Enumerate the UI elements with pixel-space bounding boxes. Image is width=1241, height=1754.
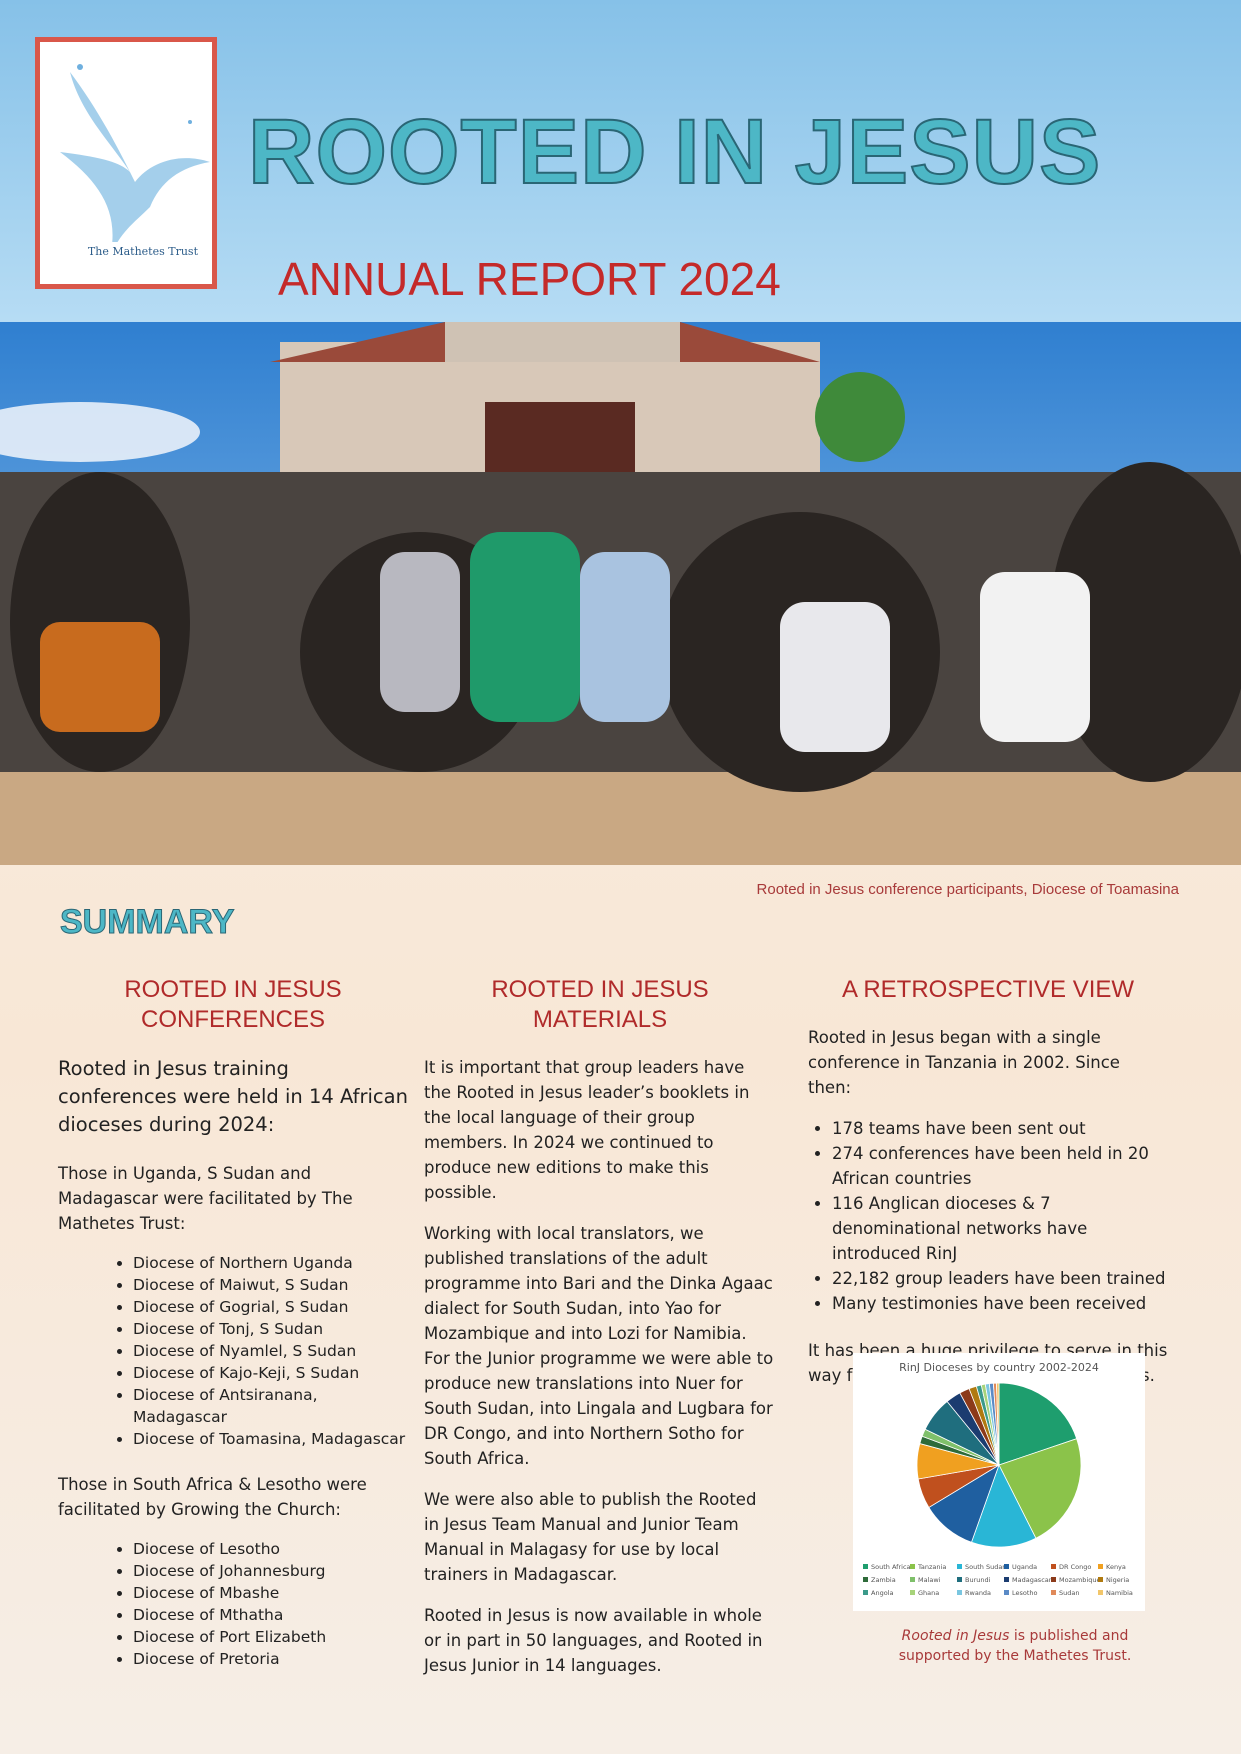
logo-caption: The Mathetes Trust bbox=[87, 245, 198, 258]
paragraph: We were also able to publish the Rooted … bbox=[424, 1490, 757, 1584]
legend-swatch bbox=[1098, 1577, 1103, 1582]
legend-label: Kenya bbox=[1106, 1563, 1126, 1571]
column-heading: A RETROSPECTIVE VIEW bbox=[841, 976, 1135, 1003]
dove-icon bbox=[60, 64, 210, 257]
legend-swatch bbox=[863, 1564, 868, 1569]
legend-label: Lesotho bbox=[1012, 1589, 1038, 1597]
legend-swatch bbox=[863, 1590, 868, 1595]
paragraph: Rooted in Jesus is now available in whol… bbox=[424, 1606, 763, 1675]
summary-heading: SUMMARY bbox=[59, 903, 235, 942]
list: 178 teams have been sent out274 conferen… bbox=[808, 1116, 1168, 1316]
list-item: Diocese of Mbashe bbox=[133, 1582, 408, 1604]
list-item: 116 Anglican dioceses & 7 denominational… bbox=[832, 1191, 1168, 1266]
legend-label: South Sudan bbox=[965, 1563, 1006, 1571]
pie-slice bbox=[998, 1438, 1082, 1539]
paragraph: Rooted in Jesus training conferences wer… bbox=[58, 1057, 408, 1136]
list-item: 274 conferences have been held in 20 Afr… bbox=[832, 1141, 1168, 1191]
list-item: Diocese of Port Elizabeth bbox=[133, 1626, 408, 1648]
list-item: Diocese of Johannesburg bbox=[133, 1560, 408, 1582]
list-item: 22,182 group leaders have been trained bbox=[832, 1266, 1168, 1291]
paragraph: It is important that group leaders have … bbox=[424, 1058, 750, 1202]
legend-swatch bbox=[910, 1577, 915, 1582]
pie-slice bbox=[996, 1382, 1000, 1466]
legend-swatch bbox=[910, 1564, 915, 1569]
column-heading: ROOTED IN JESUS CONFERENCES bbox=[124, 976, 342, 1033]
photo bbox=[0, 322, 1241, 865]
list-item: Diocese of Nyamlel, S Sudan bbox=[133, 1340, 408, 1362]
list-item: Diocese of Antsiranana, Madagascar bbox=[133, 1384, 408, 1428]
legend-swatch bbox=[863, 1577, 868, 1582]
paragraph: Working with local translators, we publi… bbox=[424, 1224, 774, 1468]
paragraph: Those in South Africa & Lesotho were fac… bbox=[58, 1475, 367, 1519]
list-item: Diocese of Toamasina, Madagascar bbox=[133, 1428, 408, 1450]
legend-swatch bbox=[1098, 1564, 1103, 1569]
legend-label: Burundi bbox=[965, 1576, 991, 1584]
list-item: Diocese of Lesotho bbox=[133, 1538, 408, 1560]
pie-chart: RinJ Dioceses by country 2002-2024 South… bbox=[853, 1353, 1145, 1611]
title: ROOTED IN JESUS bbox=[247, 100, 1102, 204]
legend-label: Zambia bbox=[871, 1576, 896, 1584]
list-item: Diocese of Northern Uganda bbox=[133, 1252, 408, 1274]
list: Diocese of LesothoDiocese of Johannesbur… bbox=[58, 1538, 408, 1670]
list-item: Many testimonies have been received bbox=[832, 1291, 1168, 1316]
legend-label: Nigeria bbox=[1106, 1576, 1129, 1584]
legend-label: Namibia bbox=[1106, 1589, 1133, 1597]
legend-label: Angola bbox=[871, 1589, 893, 1597]
legend-swatch bbox=[1098, 1590, 1103, 1595]
legend-label: Sudan bbox=[1059, 1589, 1079, 1597]
legend-label: Malawi bbox=[918, 1576, 941, 1584]
legend-label: DR Congo bbox=[1059, 1563, 1091, 1571]
legend-label: Tanzania bbox=[917, 1563, 946, 1571]
logo: The Mathetes Trust bbox=[35, 37, 217, 289]
pie-slice bbox=[998, 1382, 1078, 1466]
column: ROOTED IN JESUS MATERIALS It is importan… bbox=[424, 975, 776, 1694]
list-item: Diocese of Tonj, S Sudan bbox=[133, 1318, 408, 1340]
legend-label: Mozambique bbox=[1059, 1576, 1101, 1584]
legend-swatch bbox=[910, 1590, 915, 1595]
legend-swatch bbox=[1004, 1577, 1009, 1582]
legend-swatch bbox=[1004, 1564, 1009, 1569]
list-item: Diocese of Mthatha bbox=[133, 1604, 408, 1626]
header-band: The Mathetes Trust ROOTED IN JESUS ANNUA… bbox=[0, 0, 1241, 322]
legend-swatch bbox=[957, 1564, 962, 1569]
legend-label: Madagascar bbox=[1012, 1576, 1052, 1584]
list-item: Diocese of Pretoria bbox=[133, 1648, 408, 1670]
legend-label: Uganda bbox=[1012, 1563, 1037, 1571]
list-item: Diocese of Gogrial, S Sudan bbox=[133, 1296, 408, 1318]
legend-swatch bbox=[1004, 1590, 1009, 1595]
list-item: 178 teams have been sent out bbox=[832, 1116, 1168, 1141]
note-text: is published and supported by the Mathet… bbox=[898, 1628, 1132, 1664]
list: Diocese of Northern UgandaDiocese of Mai… bbox=[58, 1252, 408, 1450]
legend-swatch bbox=[957, 1577, 962, 1582]
column: A RETROSPECTIVE VIEW Rooted in Jesus beg… bbox=[808, 975, 1168, 1404]
note: Rooted in Jesus is published and support… bbox=[880, 1626, 1150, 1666]
photo-caption: Rooted in Jesus conference participants,… bbox=[756, 881, 1179, 898]
legend-label: Ghana bbox=[918, 1589, 939, 1597]
legend-swatch bbox=[1051, 1577, 1056, 1582]
legend-swatch bbox=[1051, 1564, 1056, 1569]
paragraph: Those in Uganda, S Sudan and Madagascar … bbox=[58, 1164, 353, 1233]
legend-label: Rwanda bbox=[965, 1589, 991, 1597]
list-item: Diocese of Kajo-Keji, S Sudan bbox=[133, 1362, 408, 1384]
note-italic: Rooted in Jesus bbox=[901, 1628, 1010, 1644]
column-heading: ROOTED IN JESUS MATERIALS bbox=[491, 976, 709, 1033]
chart-title: RinJ Dioceses by country 2002-2024 bbox=[899, 1361, 1099, 1374]
paragraph: Rooted in Jesus began with a single conf… bbox=[808, 1028, 1120, 1097]
list-item: Diocese of Maiwut, S Sudan bbox=[133, 1274, 408, 1296]
legend-swatch bbox=[957, 1590, 962, 1595]
column: ROOTED IN JESUS CONFERENCES Rooted in Je… bbox=[58, 975, 408, 1692]
subtitle: ANNUAL REPORT 2024 bbox=[278, 253, 781, 305]
legend-label: South Africa bbox=[871, 1563, 911, 1571]
pie-slice bbox=[970, 1463, 1037, 1548]
legend-swatch bbox=[1051, 1590, 1056, 1595]
